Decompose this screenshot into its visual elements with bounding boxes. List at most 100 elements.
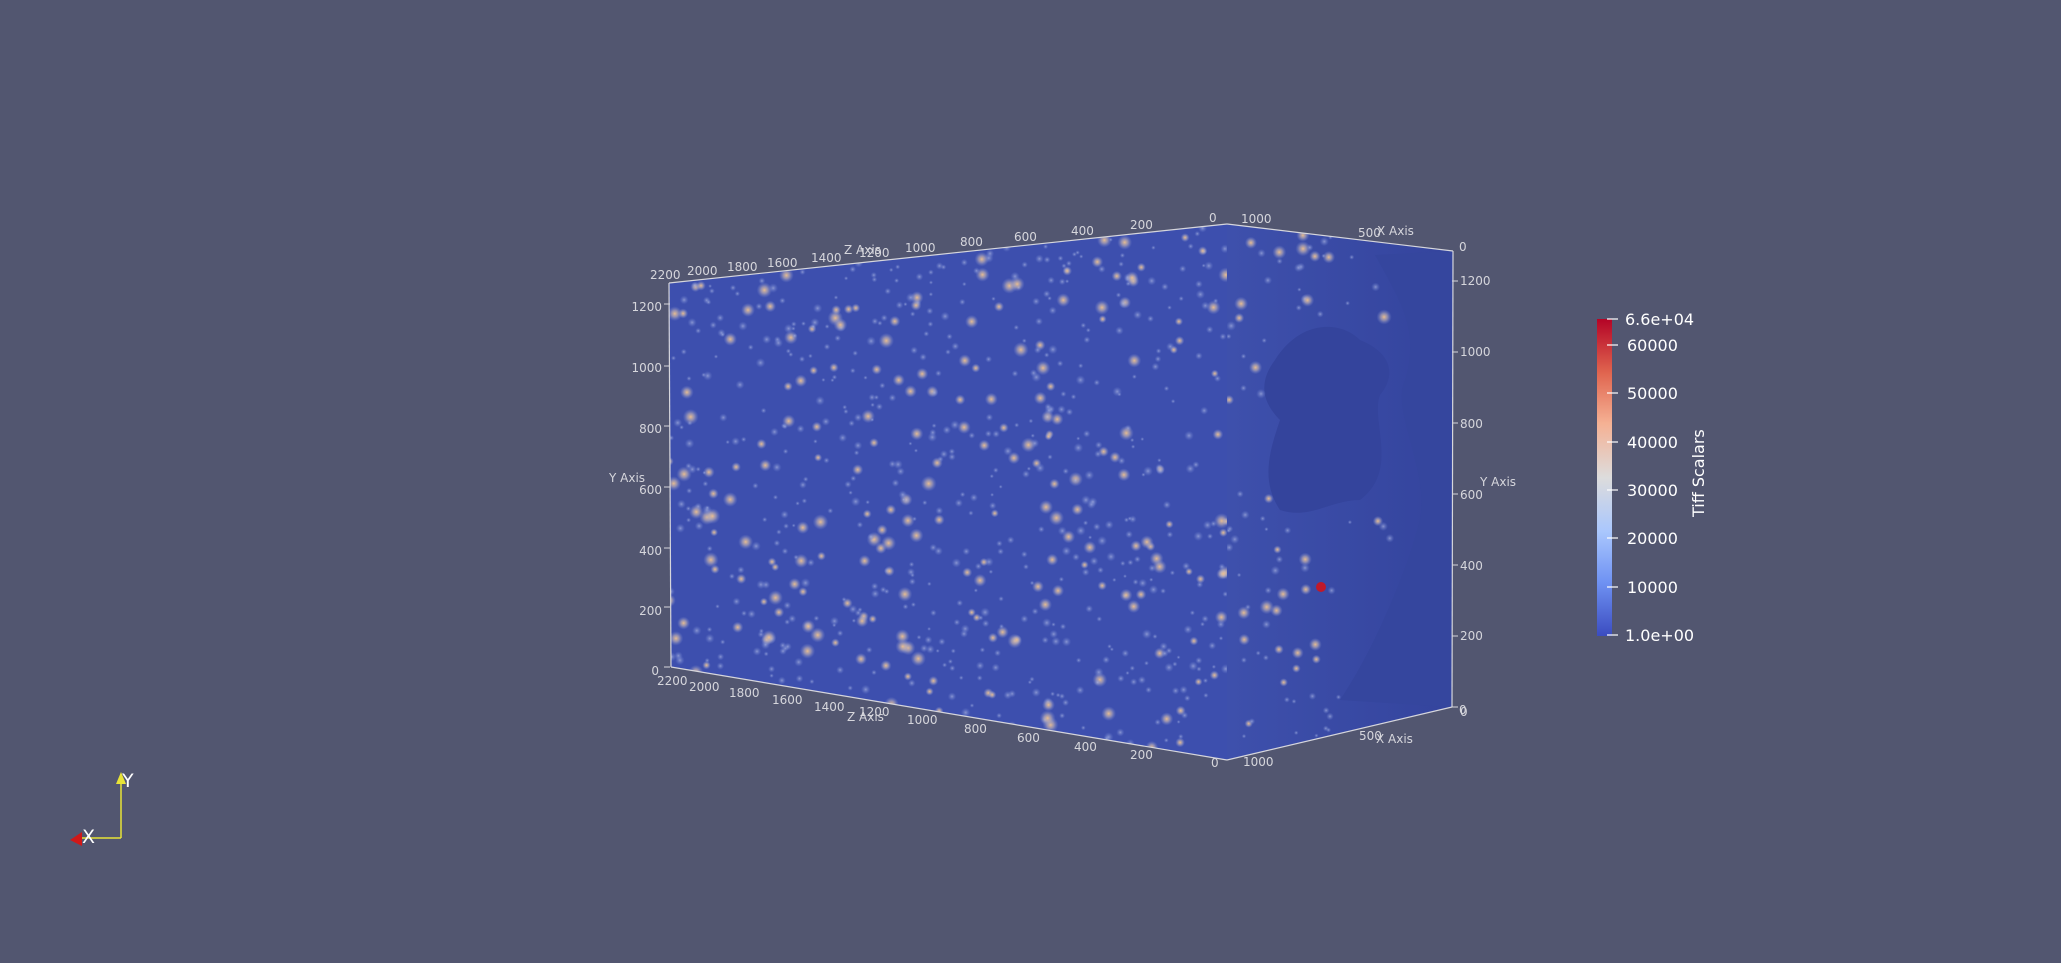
volume-speckle <box>1042 290 1051 298</box>
volume-speckle <box>892 373 905 387</box>
volume-speckle <box>1121 649 1130 658</box>
volume-speckle <box>1316 310 1324 318</box>
volume-speckle <box>783 381 793 392</box>
volume-speckle <box>1237 606 1251 620</box>
volume-speckle <box>856 521 864 529</box>
volume-speckle <box>1078 363 1084 369</box>
volume-speckle <box>916 367 929 380</box>
volume-speckle <box>938 638 946 646</box>
volume-speckle <box>1248 718 1256 725</box>
volume-speckle <box>831 304 842 315</box>
volume-speckle <box>1163 737 1169 743</box>
volume-speckle <box>1106 551 1116 562</box>
volume-speckle <box>1022 470 1030 479</box>
tick-label-y-left: 1200 <box>631 300 662 314</box>
volume-speckle <box>1162 500 1171 509</box>
volume-speckle <box>1073 442 1084 453</box>
color-legend[interactable]: 6.6e+04 60000 50000 40000 30000 20000 10… <box>1597 310 1708 645</box>
volume-speckle <box>1201 263 1206 268</box>
volume-speckle <box>773 338 784 348</box>
volume-speckle <box>869 437 879 448</box>
volume-speckle <box>1049 736 1059 747</box>
volume-speckle <box>848 420 855 427</box>
volume-speckle <box>788 577 801 591</box>
tick-label-x-bottom: 1000 <box>1243 755 1274 769</box>
volume-speckle <box>890 242 898 250</box>
axis-title-y-left: Y Axis <box>608 471 645 485</box>
volume-speckle <box>843 276 849 281</box>
volume-speckle <box>927 581 932 587</box>
volume-speckle <box>870 402 875 408</box>
volume-speckle <box>824 722 833 731</box>
volume-speckle <box>1029 676 1035 682</box>
volume-speckle <box>1118 425 1134 441</box>
volume-speckle <box>801 321 806 327</box>
tick-label-y-right: 200 <box>1460 629 1483 643</box>
volume-speckle <box>1050 412 1064 426</box>
volume-speckle <box>896 467 905 476</box>
volume-speckle <box>1184 430 1194 441</box>
volume-hotspot <box>1316 582 1326 592</box>
volume-speckle <box>1020 550 1028 558</box>
tick-label-z-top: 600 <box>1014 230 1037 244</box>
volume-speckle <box>772 494 779 500</box>
volume-speckle <box>812 737 823 748</box>
volume-speckle <box>863 375 868 380</box>
volume-speckle <box>799 232 809 242</box>
volume-speckle <box>1165 520 1174 529</box>
volume-speckle <box>947 658 954 665</box>
color-legend-bar[interactable] <box>1597 319 1612 636</box>
volume-speckle <box>1049 478 1060 490</box>
volume-speckle <box>1200 621 1205 627</box>
volume-speckle <box>880 660 892 672</box>
volume-speckle <box>902 603 909 610</box>
volume-speckle <box>743 748 753 758</box>
volume-speckle <box>680 348 687 355</box>
volume-speckle <box>686 487 693 494</box>
volume-speckle <box>783 323 794 334</box>
volume-speckle <box>1276 587 1290 601</box>
volume-speckle <box>1230 534 1240 544</box>
volume-side-speckles <box>1227 224 1395 760</box>
volume-speckle <box>1076 436 1081 441</box>
volume-speckle <box>705 299 712 306</box>
volume-speckle <box>1160 712 1174 726</box>
volume-speckle <box>1220 664 1227 674</box>
volume-speckle <box>908 578 916 586</box>
volume-speckle <box>994 649 1002 657</box>
volume-speckle <box>1213 513 1227 529</box>
volume-speckle <box>1227 528 1231 534</box>
tick-label-y-left: 800 <box>639 422 662 436</box>
volume-speckle <box>756 282 773 298</box>
volume-speckle <box>871 364 882 375</box>
volume-speckle <box>1094 300 1110 315</box>
volume-speckle <box>771 563 780 572</box>
volume-speckle <box>1032 297 1041 306</box>
volume-speckle <box>794 657 804 667</box>
volume-speckle <box>1133 555 1141 563</box>
volume-speckle <box>670 707 676 713</box>
color-legend-label: 50000 <box>1627 384 1678 403</box>
volume-speckle <box>1125 670 1130 676</box>
volume-speckle <box>1097 581 1107 591</box>
volume-speckle <box>709 321 717 329</box>
volume-speckle <box>1092 522 1101 531</box>
volume-render[interactable] <box>663 222 1453 765</box>
volume-speckle <box>1123 574 1127 579</box>
volume-speckle <box>868 393 876 401</box>
volume-speckle <box>992 726 1000 735</box>
volume-speckle <box>1081 568 1090 577</box>
volume-speckle <box>687 317 697 328</box>
tick-label-z-bottom: 1400 <box>814 700 845 714</box>
volume-speckle <box>989 474 994 479</box>
volume-speckle <box>1140 535 1154 549</box>
volume-speckle <box>1175 705 1186 716</box>
volume-speckle <box>940 264 947 270</box>
axis-title-z-top: Z Axis <box>844 243 881 257</box>
volume-speckle <box>1385 533 1395 543</box>
volume-speckle <box>830 616 839 626</box>
volume-speckle <box>1204 261 1214 271</box>
volume-speckle <box>1112 386 1123 397</box>
